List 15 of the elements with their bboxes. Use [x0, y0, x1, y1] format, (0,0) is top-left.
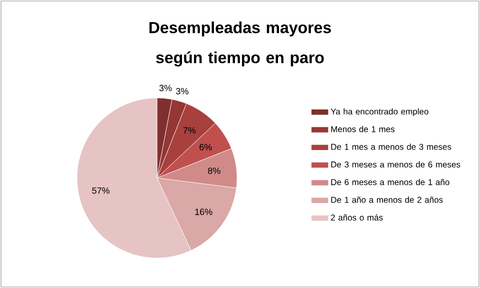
legend-label: 2 años o más: [331, 214, 383, 221]
legend-label: De 1 año a menos de 2 años: [331, 196, 443, 203]
data-label: 7%: [183, 127, 196, 134]
data-label: 6%: [200, 144, 212, 150]
data-label: 3%: [176, 88, 188, 94]
legend-label: De 6 meses a menos de 1 año: [331, 178, 450, 186]
data-label: 3%: [159, 84, 172, 92]
legend-label: De 3 meses a menos de 6 meses: [331, 161, 460, 168]
data-label: 57%: [92, 187, 110, 194]
legend-label: De 1 mes a menos de 3 meses: [331, 144, 452, 150]
data-label: 16%: [195, 208, 212, 216]
legend-label: Menos de 1 mes: [331, 126, 394, 132]
data-label: 8%: [208, 168, 220, 174]
chart-title: Desempleadas mayores según tiempo en paro: [149, 22, 331, 66]
legend-label: Ya ha encontrado empleo: [330, 108, 428, 116]
